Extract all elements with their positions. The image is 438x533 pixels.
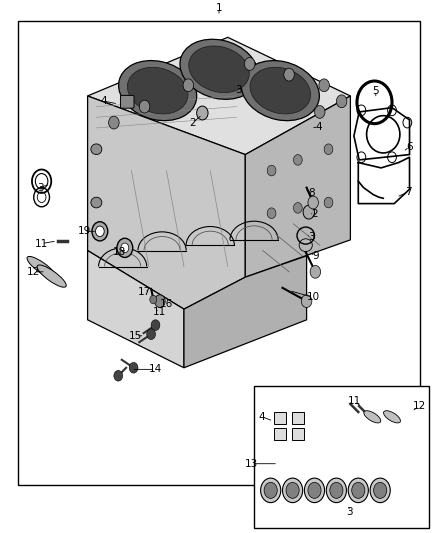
Text: 9: 9 xyxy=(312,251,319,261)
FancyBboxPatch shape xyxy=(120,95,134,108)
Ellipse shape xyxy=(189,46,249,93)
Text: 19: 19 xyxy=(78,227,91,236)
Text: 7: 7 xyxy=(405,187,412,197)
Circle shape xyxy=(308,196,318,209)
Ellipse shape xyxy=(27,256,56,279)
Ellipse shape xyxy=(348,478,368,503)
Text: 11: 11 xyxy=(153,307,166,317)
Text: 16: 16 xyxy=(160,299,173,309)
Circle shape xyxy=(197,106,208,120)
Text: 3: 3 xyxy=(307,232,314,242)
Text: 1: 1 xyxy=(215,3,223,13)
Circle shape xyxy=(114,370,123,381)
Text: 18: 18 xyxy=(113,247,126,256)
Polygon shape xyxy=(88,37,350,155)
Ellipse shape xyxy=(264,482,277,498)
Text: 15: 15 xyxy=(129,331,142,341)
Ellipse shape xyxy=(121,243,129,253)
Text: 4: 4 xyxy=(258,412,265,422)
Text: 4: 4 xyxy=(315,122,322,132)
Circle shape xyxy=(109,116,119,129)
Text: 12: 12 xyxy=(27,267,40,277)
Ellipse shape xyxy=(95,226,104,237)
Text: 10: 10 xyxy=(307,293,320,302)
Bar xyxy=(18,21,420,485)
Text: 11: 11 xyxy=(35,239,48,248)
Text: 4: 4 xyxy=(101,96,108,106)
Circle shape xyxy=(151,320,160,330)
Circle shape xyxy=(139,100,150,113)
Bar xyxy=(292,428,304,440)
Circle shape xyxy=(324,197,333,208)
Ellipse shape xyxy=(352,482,365,498)
Ellipse shape xyxy=(117,238,133,257)
Bar xyxy=(274,412,286,424)
Ellipse shape xyxy=(180,39,258,99)
Ellipse shape xyxy=(384,411,400,423)
Circle shape xyxy=(267,208,276,219)
Polygon shape xyxy=(245,96,350,277)
Text: 2: 2 xyxy=(311,209,318,219)
Bar xyxy=(292,412,304,424)
Circle shape xyxy=(244,58,255,70)
Ellipse shape xyxy=(37,265,66,287)
Text: 11: 11 xyxy=(348,397,361,406)
Circle shape xyxy=(155,295,165,308)
Text: 14: 14 xyxy=(149,365,162,374)
Circle shape xyxy=(303,205,314,219)
Ellipse shape xyxy=(241,61,319,120)
Circle shape xyxy=(150,295,157,304)
Text: 5: 5 xyxy=(372,86,379,95)
Ellipse shape xyxy=(326,478,346,503)
Text: 3: 3 xyxy=(37,183,44,192)
Ellipse shape xyxy=(119,61,197,120)
Text: 17: 17 xyxy=(138,287,151,297)
Text: 13: 13 xyxy=(245,459,258,469)
Polygon shape xyxy=(88,251,184,368)
Circle shape xyxy=(129,362,138,373)
Ellipse shape xyxy=(92,222,108,241)
Ellipse shape xyxy=(304,478,325,503)
Text: 6: 6 xyxy=(406,142,413,151)
Circle shape xyxy=(319,79,329,92)
Circle shape xyxy=(183,79,194,92)
Circle shape xyxy=(314,106,325,118)
Circle shape xyxy=(310,265,321,278)
Circle shape xyxy=(324,144,333,155)
Text: 3: 3 xyxy=(346,507,353,516)
Circle shape xyxy=(147,329,155,340)
Ellipse shape xyxy=(330,482,343,498)
Polygon shape xyxy=(184,256,307,368)
Ellipse shape xyxy=(127,67,188,114)
Bar xyxy=(254,386,429,528)
Text: 2: 2 xyxy=(189,118,196,127)
Ellipse shape xyxy=(261,478,281,503)
Polygon shape xyxy=(88,96,245,309)
Ellipse shape xyxy=(250,67,311,114)
Text: 8: 8 xyxy=(308,188,315,198)
Circle shape xyxy=(301,295,312,308)
Ellipse shape xyxy=(91,144,102,155)
Ellipse shape xyxy=(286,482,299,498)
Circle shape xyxy=(293,203,302,213)
Ellipse shape xyxy=(374,482,387,498)
Text: 12: 12 xyxy=(413,401,426,411)
Ellipse shape xyxy=(91,197,102,208)
Ellipse shape xyxy=(308,482,321,498)
Bar xyxy=(274,428,286,440)
Text: 3: 3 xyxy=(235,85,242,94)
Ellipse shape xyxy=(364,411,381,423)
Circle shape xyxy=(336,95,347,108)
Ellipse shape xyxy=(370,478,390,503)
Circle shape xyxy=(267,165,276,176)
Ellipse shape xyxy=(283,478,303,503)
Circle shape xyxy=(284,68,294,81)
Circle shape xyxy=(293,155,302,165)
